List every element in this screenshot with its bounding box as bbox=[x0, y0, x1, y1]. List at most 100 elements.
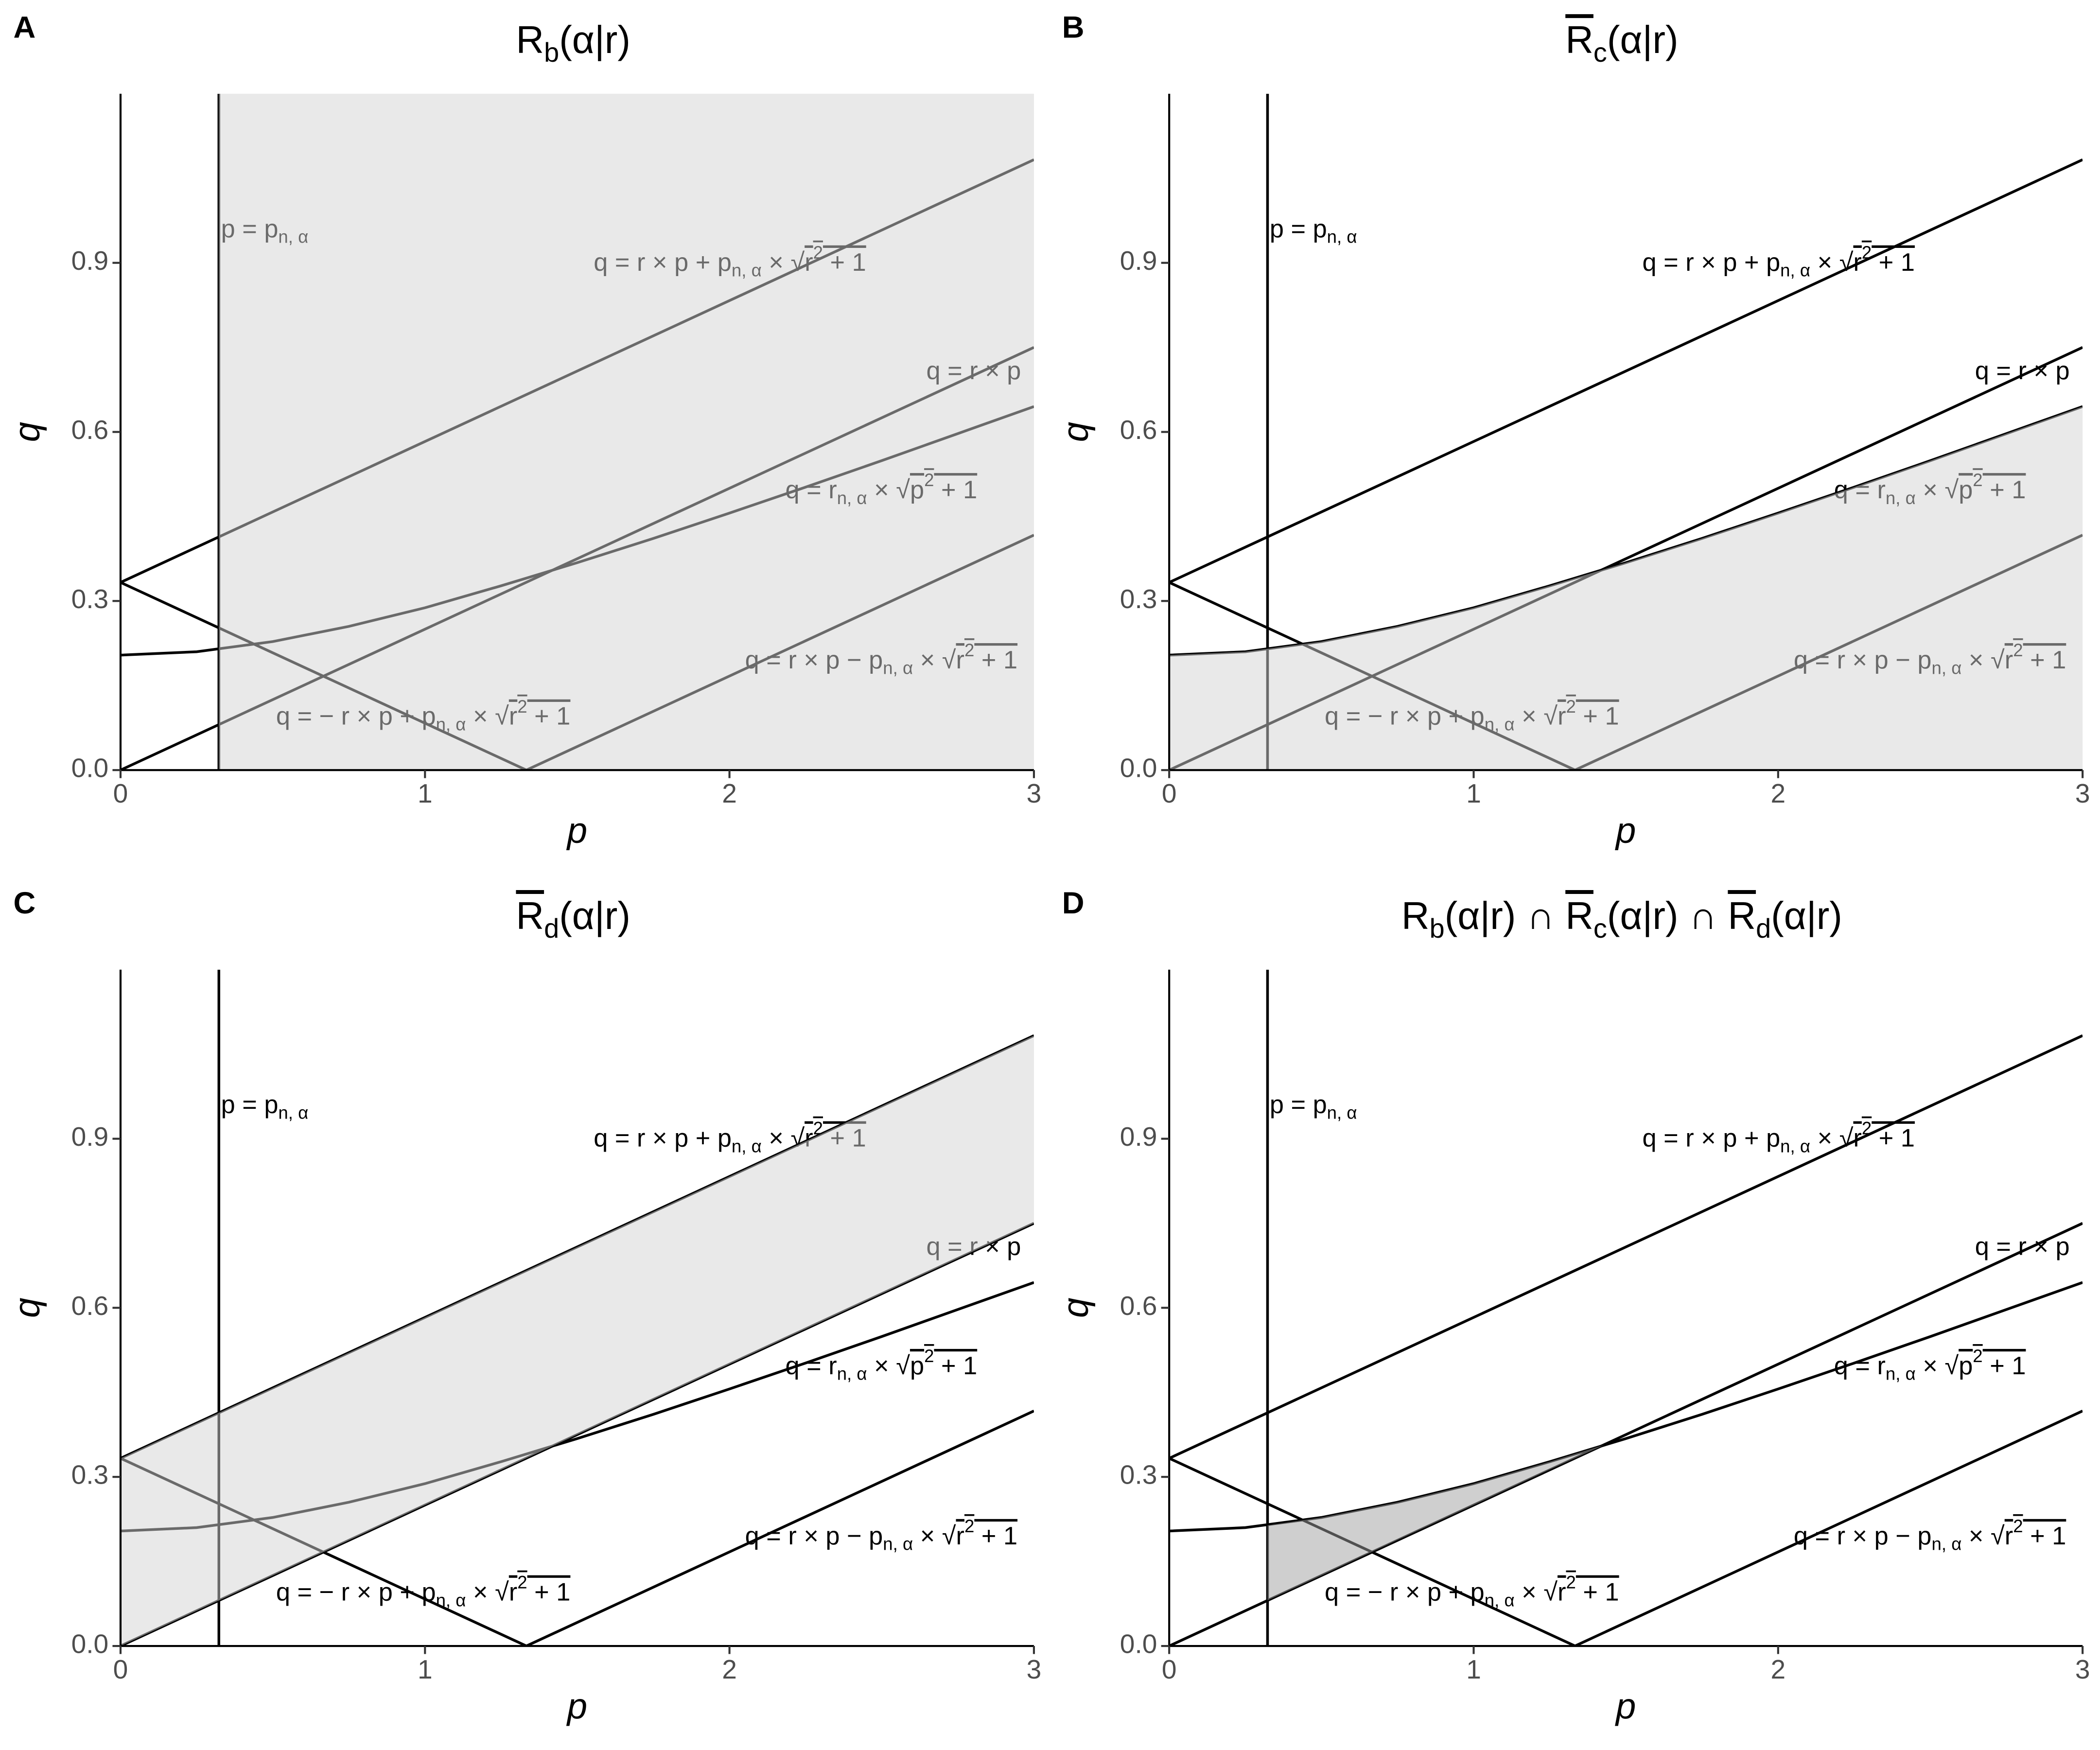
shaded-region bbox=[120, 1035, 1034, 1646]
text-part: + 1 bbox=[1872, 248, 1915, 277]
y-tick-label: 0.3 bbox=[1120, 584, 1157, 614]
x-tick-label: 1 bbox=[1466, 778, 1481, 808]
panel-title: Rb(α|r) bbox=[516, 18, 630, 68]
panel-letter: D bbox=[1062, 886, 1085, 920]
text-part: R bbox=[1728, 894, 1756, 937]
line-label: p = pn, α bbox=[221, 1091, 309, 1123]
text-part: b bbox=[544, 37, 559, 68]
text-part: q = − r × p + p bbox=[276, 1578, 436, 1606]
y-tick-label: 0.9 bbox=[1120, 1121, 1157, 1152]
text-part: × √ bbox=[1810, 248, 1854, 277]
text-part: + 1 bbox=[1576, 1578, 1619, 1606]
text-part: q = r bbox=[786, 1352, 837, 1380]
text-part: × √ bbox=[913, 1522, 956, 1550]
text-part: × √ bbox=[466, 1578, 509, 1606]
text-part: q = r × p + p bbox=[1643, 1124, 1781, 1152]
text-part: R bbox=[516, 18, 544, 61]
panel: p = pn, αq = r × p + pn, α × √r2 + 1q = … bbox=[1055, 886, 2090, 1726]
text-part: q = r × p + p bbox=[594, 1124, 732, 1152]
x-tick-label: 0 bbox=[113, 1654, 128, 1684]
text-part: (α|r) ∩ bbox=[1445, 894, 1566, 937]
text-part: 2 bbox=[2013, 1516, 2023, 1536]
y-axis-label: q bbox=[1055, 422, 1095, 442]
shaded-region bbox=[1169, 406, 2083, 770]
x-tick-label: 0 bbox=[1162, 778, 1177, 808]
line bbox=[1169, 1034, 2083, 1460]
line bbox=[525, 1410, 1034, 1646]
text-part: n, α bbox=[837, 1364, 867, 1383]
text-part: n, α bbox=[883, 1534, 913, 1554]
text-part: q = r × p − p bbox=[1794, 1522, 1932, 1550]
line bbox=[1169, 1457, 1576, 1646]
line bbox=[1169, 158, 2083, 584]
text-part: p bbox=[910, 1352, 924, 1380]
x-tick-label: 3 bbox=[2075, 778, 2090, 808]
text-part: b bbox=[1430, 913, 1445, 944]
text-part: 2 bbox=[964, 1516, 974, 1536]
text-part: p = p bbox=[1270, 215, 1327, 243]
text-part: r bbox=[509, 1578, 517, 1606]
text-part: n, α bbox=[1780, 260, 1810, 280]
text-part: (α|r) bbox=[559, 18, 630, 61]
text-part: p = p bbox=[221, 1091, 279, 1119]
panel-title: Rb(α|r) ∩ Rc(α|r) ∩ Rd(α|r) bbox=[1401, 894, 1842, 944]
text-part: 2 bbox=[1862, 242, 1872, 262]
line-label: q = r × p bbox=[1975, 1233, 2070, 1261]
x-tick-label: 3 bbox=[1027, 778, 1042, 808]
text-part: + 1 bbox=[1983, 1352, 2026, 1380]
text-part: n, α bbox=[1932, 1534, 1962, 1554]
x-axis-label: p bbox=[566, 1686, 587, 1726]
y-tick-label: 0.9 bbox=[71, 1121, 109, 1152]
line-label: q = r × p + pn, α × √r2 + 1 bbox=[1643, 1118, 1915, 1156]
y-tick-label: 0.6 bbox=[1120, 1291, 1157, 1321]
panel-title: Rc(α|r) bbox=[1565, 18, 1678, 68]
panel-letter: B bbox=[1062, 10, 1085, 44]
text-part: n, α bbox=[436, 1590, 466, 1610]
x-tick-label: 0 bbox=[1162, 1654, 1177, 1684]
text-part: (α|r) bbox=[1771, 894, 1842, 937]
text-part: n, α bbox=[1485, 1590, 1515, 1610]
text-part: n, α bbox=[278, 1102, 308, 1122]
panel-letter: C bbox=[14, 886, 36, 920]
text-part: R bbox=[1565, 18, 1593, 61]
line bbox=[1574, 1410, 2083, 1646]
x-tick-label: 2 bbox=[1771, 778, 1786, 808]
text-part: + 1 bbox=[1872, 1124, 1915, 1152]
line-label: q = r × p − pn, α × √r2 + 1 bbox=[1794, 1516, 2066, 1554]
shaded-region bbox=[1267, 1445, 1605, 1601]
text-part: r bbox=[2005, 1522, 2013, 1550]
line-label: q = r × p − pn, α × √r2 + 1 bbox=[745, 1516, 1017, 1554]
text-part: r bbox=[1853, 248, 1861, 277]
shaded-region bbox=[219, 93, 1034, 770]
line bbox=[1169, 1281, 2083, 1533]
line bbox=[1169, 1222, 2083, 1646]
text-part: q = r × p bbox=[1975, 1233, 2070, 1261]
x-axis-label: p bbox=[566, 810, 587, 850]
text-part: 2 bbox=[813, 1118, 823, 1138]
line-label: p = pn, α bbox=[1270, 215, 1357, 247]
text-part: r bbox=[1853, 1124, 1861, 1152]
text-part: n, α bbox=[1780, 1136, 1810, 1156]
text-part: n, α bbox=[1327, 1102, 1357, 1122]
text-part: × √ bbox=[1515, 1578, 1558, 1606]
line-label: q = rn, α × √p2 + 1 bbox=[786, 1346, 978, 1384]
text-part: p bbox=[1959, 1352, 1973, 1380]
text-part: + 1 bbox=[974, 1522, 1017, 1550]
text-part: r bbox=[1558, 1578, 1566, 1606]
line-label: q = r × p + pn, α × √r2 + 1 bbox=[1643, 242, 1915, 280]
y-tick-label: 0.9 bbox=[1120, 245, 1157, 276]
text-part: × √ bbox=[1810, 1124, 1854, 1152]
x-axis-label: p bbox=[1615, 1686, 1636, 1726]
text-part: × √ bbox=[1961, 1522, 2005, 1550]
y-axis-label: q bbox=[1055, 1298, 1095, 1318]
text-part: n, α bbox=[1327, 227, 1357, 246]
y-tick-label: 0.0 bbox=[71, 753, 109, 783]
x-tick-label: 3 bbox=[1027, 1654, 1042, 1684]
text-part: p = p bbox=[1270, 1091, 1327, 1119]
text-part: d bbox=[544, 913, 559, 944]
y-tick-label: 0.3 bbox=[71, 584, 109, 614]
text-part: n, α bbox=[1886, 1364, 1916, 1383]
text-part: q = r × p bbox=[1975, 357, 2070, 385]
text-part: 2 bbox=[1862, 1118, 1872, 1138]
